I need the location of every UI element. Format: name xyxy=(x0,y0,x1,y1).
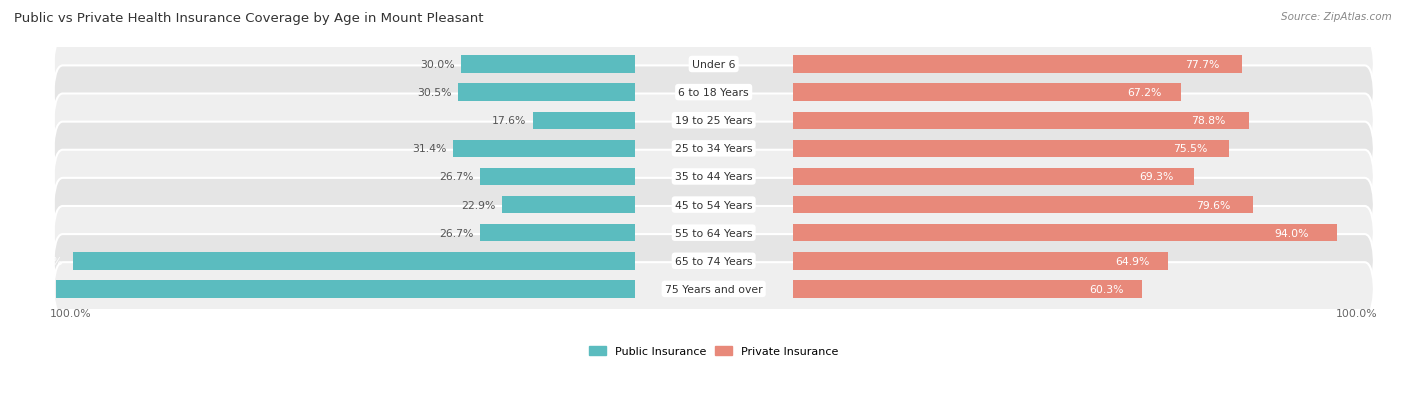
Text: 55 to 64 Years: 55 to 64 Years xyxy=(675,228,752,238)
Bar xyxy=(481,224,634,242)
Bar xyxy=(502,196,634,214)
Text: 26.7%: 26.7% xyxy=(439,228,474,238)
Text: 94.0%: 94.0% xyxy=(1275,228,1309,238)
Text: Public vs Private Health Insurance Coverage by Age in Mount Pleasant: Public vs Private Health Insurance Cover… xyxy=(14,12,484,25)
Bar xyxy=(793,84,1181,102)
Bar xyxy=(793,169,1194,186)
FancyBboxPatch shape xyxy=(53,263,1375,316)
Text: 31.4%: 31.4% xyxy=(412,144,447,154)
Text: 6 to 18 Years: 6 to 18 Years xyxy=(678,88,749,98)
Bar xyxy=(533,112,634,130)
Bar xyxy=(458,84,634,102)
Text: 100.0%: 100.0% xyxy=(49,308,91,318)
Text: 75.5%: 75.5% xyxy=(1173,144,1208,154)
Text: 97.0%: 97.0% xyxy=(28,256,63,266)
Text: 30.5%: 30.5% xyxy=(418,88,451,98)
Bar xyxy=(793,280,1142,298)
Bar xyxy=(56,280,634,298)
Text: 100.0%: 100.0% xyxy=(1336,308,1378,318)
FancyBboxPatch shape xyxy=(53,150,1375,204)
Text: 100.0%: 100.0% xyxy=(10,284,52,294)
Bar xyxy=(793,140,1229,158)
Text: 77.7%: 77.7% xyxy=(1185,60,1220,70)
Text: 19 to 25 Years: 19 to 25 Years xyxy=(675,116,752,126)
Text: 67.2%: 67.2% xyxy=(1128,88,1161,98)
FancyBboxPatch shape xyxy=(53,94,1375,147)
Bar xyxy=(73,252,634,270)
Bar xyxy=(793,196,1253,214)
Text: 69.3%: 69.3% xyxy=(1139,172,1174,182)
Text: Source: ZipAtlas.com: Source: ZipAtlas.com xyxy=(1281,12,1392,22)
Text: 64.9%: 64.9% xyxy=(1115,256,1149,266)
Text: 78.8%: 78.8% xyxy=(1191,116,1226,126)
Text: 35 to 44 Years: 35 to 44 Years xyxy=(675,172,752,182)
Text: 65 to 74 Years: 65 to 74 Years xyxy=(675,256,752,266)
FancyBboxPatch shape xyxy=(53,122,1375,176)
Bar xyxy=(793,224,1337,242)
FancyBboxPatch shape xyxy=(53,178,1375,232)
Bar xyxy=(793,112,1249,130)
Text: 25 to 34 Years: 25 to 34 Years xyxy=(675,144,752,154)
Bar xyxy=(793,252,1168,270)
FancyBboxPatch shape xyxy=(53,235,1375,288)
Text: 75 Years and over: 75 Years and over xyxy=(665,284,762,294)
FancyBboxPatch shape xyxy=(53,206,1375,260)
Legend: Public Insurance, Private Insurance: Public Insurance, Private Insurance xyxy=(585,342,842,361)
Bar xyxy=(461,56,634,74)
Text: Under 6: Under 6 xyxy=(692,60,735,70)
Text: 26.7%: 26.7% xyxy=(439,172,474,182)
Text: 60.3%: 60.3% xyxy=(1090,284,1123,294)
Text: 30.0%: 30.0% xyxy=(420,60,454,70)
FancyBboxPatch shape xyxy=(53,38,1375,91)
Text: 17.6%: 17.6% xyxy=(492,116,526,126)
Bar xyxy=(793,56,1243,74)
FancyBboxPatch shape xyxy=(53,66,1375,119)
Bar xyxy=(453,140,634,158)
Text: 45 to 54 Years: 45 to 54 Years xyxy=(675,200,752,210)
Text: 22.9%: 22.9% xyxy=(461,200,496,210)
Text: 79.6%: 79.6% xyxy=(1197,200,1230,210)
Bar xyxy=(481,169,634,186)
